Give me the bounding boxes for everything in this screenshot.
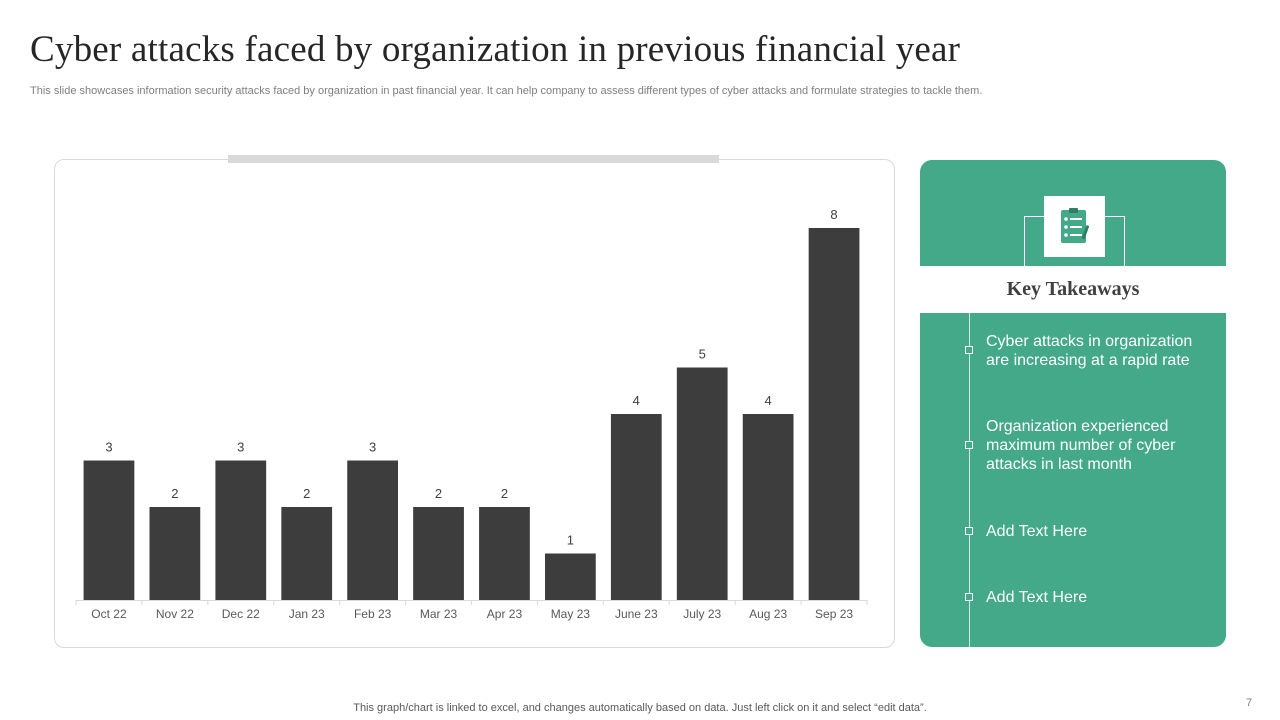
x-tick-label: Nov 22 — [156, 607, 194, 621]
x-tick-label: June 23 — [615, 607, 658, 621]
bar-data-label: 4 — [633, 393, 640, 408]
x-tick-label: July 23 — [683, 607, 721, 621]
x-tick-label: Aug 23 — [749, 607, 787, 621]
takeaway-item-4: Add Text Here — [986, 589, 1088, 606]
bar-data-label: 2 — [501, 486, 508, 501]
x-tick-label: May 23 — [551, 607, 591, 621]
page-number: 7 — [1246, 697, 1253, 709]
bar[interactable] — [544, 553, 596, 601]
bar-data-label: 2 — [303, 486, 310, 501]
x-tick-label: Apr 23 — [487, 607, 523, 621]
x-tick-label: Jan 23 — [289, 607, 325, 621]
bar-data-label: 3 — [105, 440, 112, 455]
bullet-marker — [965, 593, 973, 601]
takeaway-item-3: Add Text Here — [986, 523, 1088, 540]
bar-data-label: 2 — [171, 486, 178, 501]
slide-subtitle: This slide showcases information securit… — [30, 85, 983, 97]
bar[interactable] — [808, 228, 860, 600]
bar-data-label: 3 — [369, 440, 376, 455]
bar-data-label: 5 — [699, 347, 706, 362]
bar[interactable] — [676, 367, 728, 601]
bar[interactable] — [149, 507, 201, 600]
x-tick-label: Oct 22 — [91, 607, 127, 621]
bar[interactable] — [215, 460, 267, 601]
bullet-marker — [965, 527, 973, 535]
bar[interactable] — [281, 507, 333, 600]
x-tick-label: Feb 23 — [354, 607, 392, 621]
takeaway-item-1: Cyber attacks in organization are increa… — [986, 333, 1193, 369]
x-tick-label: Mar 23 — [420, 607, 458, 621]
takeaway-item-2: Organization experienced maximum number … — [986, 418, 1176, 473]
x-tick-label: Dec 22 — [222, 607, 260, 621]
bar-data-label: 1 — [567, 533, 574, 548]
bar[interactable] — [347, 460, 399, 601]
timeline-line — [969, 313, 970, 647]
bar[interactable] — [83, 460, 135, 601]
slide-title: Cyber attacks faced by organization in p… — [30, 29, 961, 70]
bullet-marker — [965, 441, 973, 449]
bar-data-label: 2 — [435, 486, 442, 501]
bar-data-label: 4 — [765, 393, 772, 408]
checklist-icon — [1044, 196, 1105, 257]
takeaways-heading-band — [920, 266, 1226, 313]
bar-data-label: 8 — [830, 207, 837, 222]
takeaways-heading: Key Takeaways — [1006, 278, 1140, 300]
bar[interactable] — [413, 507, 464, 600]
x-tick-label: Sep 23 — [815, 607, 853, 621]
bar[interactable] — [610, 414, 662, 600]
key-takeaways-panel: Key Takeaways Cyber attacks in organizat… — [920, 160, 1226, 647]
bar-data-label: 3 — [237, 440, 244, 455]
chart-card[interactable]: 3 Oct 22 2 Nov 22 3 Dec 22 2 Jan 23 3 Feb 23 2 Mar … — [54, 159, 895, 648]
bar-chart[interactable]: 3 Oct 22 2 Nov 22 3 Dec 22 2 Jan 23 3 Feb 23 2 Mar … — [55, 160, 896, 649]
bullet-marker — [965, 346, 973, 354]
footer-note: This graph/chart is linked to excel, and… — [353, 702, 927, 714]
chart-top-accent-bar — [228, 155, 719, 163]
bar[interactable] — [479, 507, 530, 600]
bar[interactable] — [742, 414, 794, 600]
